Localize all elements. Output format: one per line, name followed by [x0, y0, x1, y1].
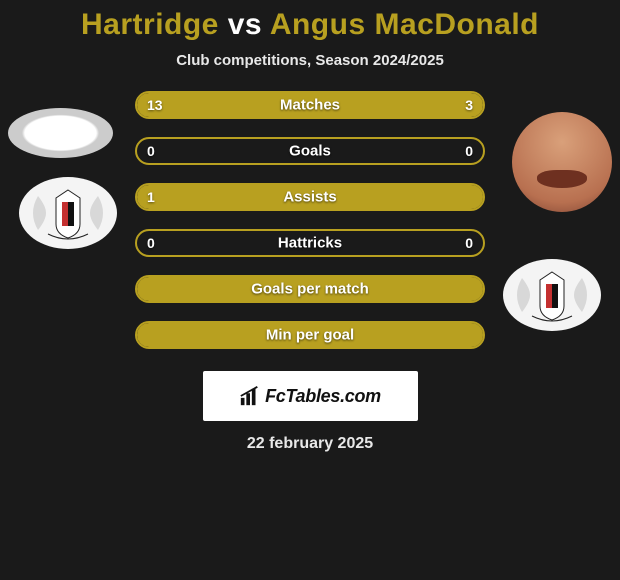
stat-row: Hattricks 0 0: [135, 229, 485, 257]
page-title: Hartridge vs Angus MacDonald: [81, 8, 539, 42]
stat-label: Hattricks: [278, 235, 342, 252]
player2-club-crest: [502, 258, 602, 332]
branding-badge: FcTables.com: [203, 371, 418, 421]
date-label: 22 february 2025: [247, 435, 373, 453]
player1-club-crest: [18, 176, 118, 250]
stat-value-right: 0: [465, 235, 473, 251]
stat-label: Goals: [289, 143, 331, 160]
title-vs: vs: [228, 8, 262, 41]
subtitle: Club competitions, Season 2024/2025: [176, 52, 444, 69]
stat-value-right: 0: [465, 143, 473, 159]
stat-value-left: 13: [147, 97, 163, 113]
stat-row: Matches 13 3: [135, 91, 485, 119]
stat-row: Assists 1: [135, 183, 485, 211]
bars-icon: [239, 385, 261, 407]
stat-label: Matches: [280, 97, 340, 114]
stat-row: Goals per match: [135, 275, 485, 303]
stat-label: Min per goal: [266, 327, 354, 344]
stat-value-right: 3: [465, 97, 473, 113]
stat-label: Assists: [283, 189, 336, 206]
stat-row: Min per goal: [135, 321, 485, 349]
stat-fill-left: [137, 93, 403, 117]
stat-value-left: 1: [147, 189, 155, 205]
player2-avatar: [512, 112, 612, 212]
stat-value-left: 0: [147, 235, 155, 251]
stats-list: Matches133Goals00Assists1Hattricks00Goal…: [135, 91, 485, 349]
title-player1: Hartridge: [81, 8, 219, 41]
title-player2: Angus MacDonald: [270, 8, 539, 41]
player1-avatar: [8, 108, 113, 158]
stat-row: Goals 0 0: [135, 137, 485, 165]
stat-label: Goals per match: [251, 281, 369, 298]
stat-value-left: 0: [147, 143, 155, 159]
branding-text: FcTables.com: [265, 386, 381, 407]
